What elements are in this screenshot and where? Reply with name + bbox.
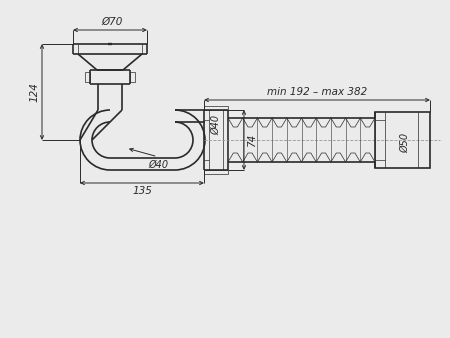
Text: Ø40: Ø40 [211, 115, 221, 135]
Text: Ø70: Ø70 [101, 17, 123, 27]
Bar [85, 72, 90, 82]
Text: 135: 135 [132, 186, 152, 196]
Bar [375, 112, 430, 168]
Bar [130, 72, 135, 82]
Text: Ø50: Ø50 [400, 133, 410, 153]
Text: 74: 74 [247, 134, 257, 147]
Bar [204, 106, 228, 110]
Text: min 192 – max 382: min 192 – max 382 [267, 87, 367, 97]
Bar [204, 170, 228, 174]
Text: 124: 124 [29, 82, 39, 102]
Text: Ø40: Ø40 [148, 160, 168, 170]
